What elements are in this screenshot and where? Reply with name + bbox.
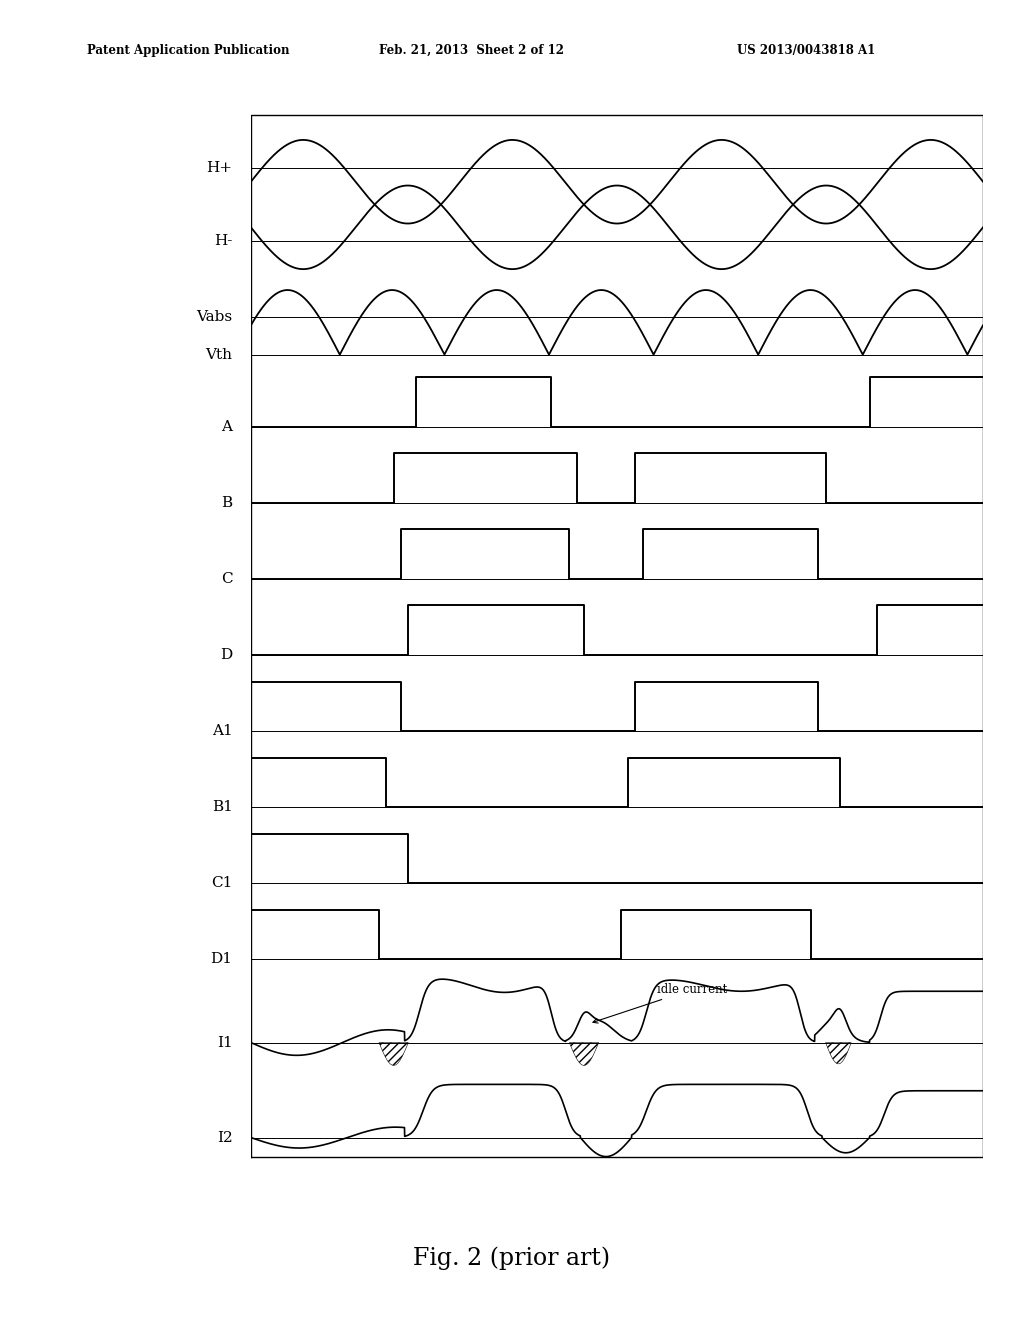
Text: D1: D1: [211, 952, 232, 966]
Text: I2: I2: [217, 1131, 232, 1144]
Text: Feb. 21, 2013  Sheet 2 of 12: Feb. 21, 2013 Sheet 2 of 12: [379, 44, 564, 57]
Polygon shape: [825, 1043, 851, 1064]
Text: A: A: [221, 420, 232, 434]
Polygon shape: [569, 1043, 599, 1065]
Text: Vth: Vth: [206, 347, 232, 362]
Text: C: C: [221, 572, 232, 586]
Text: idle current: idle current: [593, 983, 727, 1023]
Text: C1: C1: [211, 876, 232, 890]
Polygon shape: [379, 1043, 409, 1065]
Text: US 2013/0043818 A1: US 2013/0043818 A1: [737, 44, 876, 57]
Text: A1: A1: [212, 723, 232, 738]
Text: Vabs: Vabs: [197, 310, 232, 323]
Text: Fig. 2 (prior art): Fig. 2 (prior art): [414, 1246, 610, 1270]
Text: D: D: [220, 648, 232, 661]
Text: B1: B1: [212, 800, 232, 814]
Text: H+: H+: [207, 161, 232, 176]
Text: I1: I1: [217, 1036, 232, 1049]
Text: H-: H-: [214, 234, 232, 248]
Text: Patent Application Publication: Patent Application Publication: [87, 44, 290, 57]
Text: B: B: [221, 496, 232, 510]
